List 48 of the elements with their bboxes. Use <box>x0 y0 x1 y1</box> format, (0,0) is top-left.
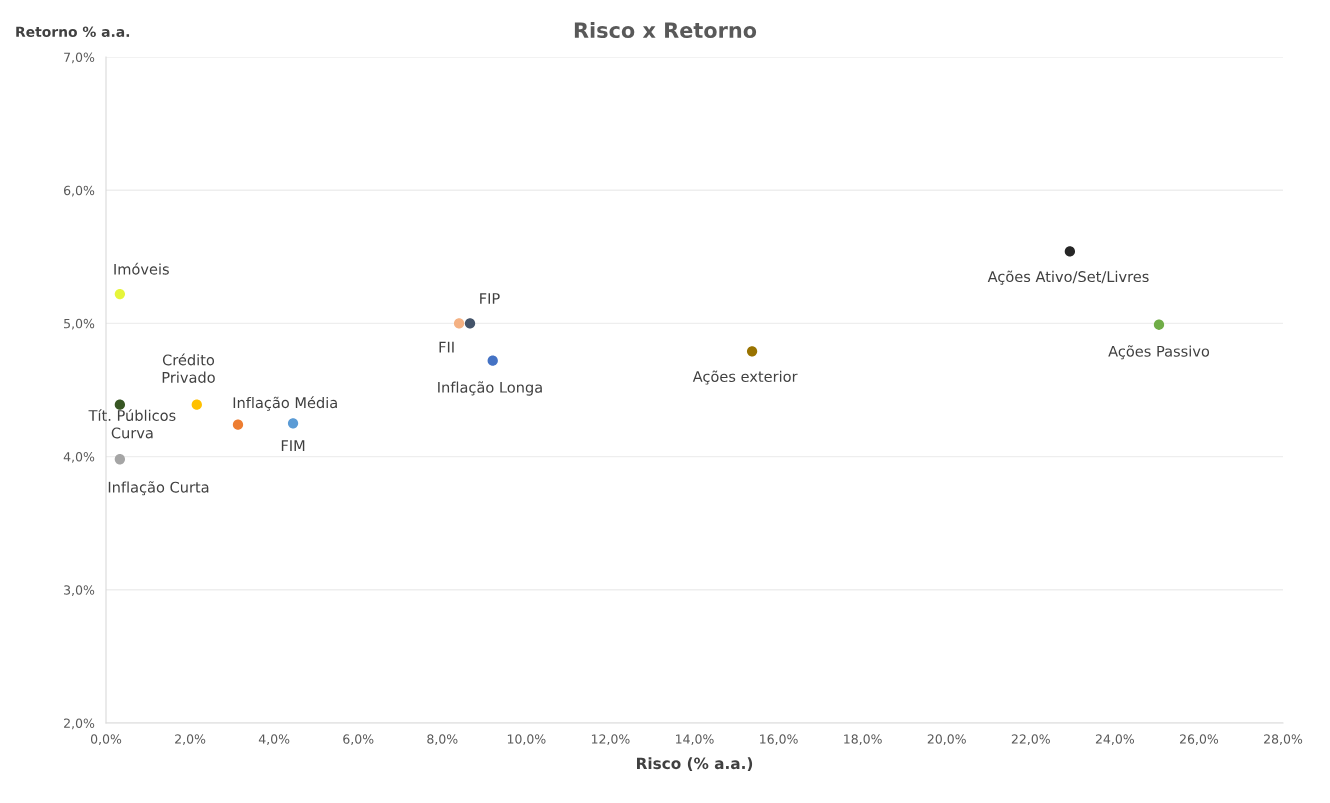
y-axis-title: Retorno % a.a. <box>16 26 130 38</box>
x-tick-label: 8,0% <box>427 734 458 746</box>
series-label: Ações Passivo <box>1108 345 1210 360</box>
point <box>232 419 244 430</box>
point <box>487 355 498 366</box>
point <box>114 288 126 300</box>
y-tick-label: 5,0% <box>64 318 95 330</box>
point <box>453 318 465 329</box>
chart-title: Risco x Retorno <box>574 21 757 39</box>
y-tick-label: 7,0% <box>64 52 95 64</box>
x-tick-label: 22,0% <box>1011 734 1050 746</box>
series-label: Inflação Curta <box>108 481 209 496</box>
y-tick-label: 2,0% <box>64 718 95 730</box>
point <box>1064 246 1076 257</box>
x-tick-label: 16,0% <box>760 734 798 746</box>
x-tick-label: 24,0% <box>1095 734 1135 746</box>
series-label: FII <box>439 341 454 353</box>
series-label: Inflação Longa <box>438 381 542 396</box>
x-tick-label: 20,0% <box>927 734 966 746</box>
x-axis-title: Risco (% a.a.) <box>637 757 753 771</box>
x-tick-label: 0,0% <box>90 734 122 746</box>
point <box>464 318 476 329</box>
series-label: Inflação Média <box>233 396 337 411</box>
series-label: FIM <box>281 440 305 451</box>
x-tick-label: 6,0% <box>343 734 374 746</box>
point <box>191 399 202 410</box>
y-tick-label: 6,0% <box>64 185 95 197</box>
series-label: Tít. Públicos Curva <box>88 409 176 439</box>
series-label: FIP <box>480 293 500 304</box>
series-label: Imóveis <box>114 262 169 275</box>
x-tick-label: 28,0% <box>1264 734 1303 746</box>
series-label: Crédito Privado <box>162 353 215 383</box>
y-tick-label: 4,0% <box>63 452 95 463</box>
x-tick-label: 18,0% <box>844 734 882 746</box>
point <box>1153 319 1165 330</box>
x-tick-label: 12,0% <box>591 734 630 746</box>
x-tick-label: 10,0% <box>507 734 546 746</box>
y-tick-label: 3,0% <box>64 585 95 596</box>
series-label: Ações Ativo/Set/Livres <box>987 270 1149 285</box>
x-tick-label: 14,0% <box>676 734 714 746</box>
point <box>114 454 126 465</box>
point <box>746 346 758 357</box>
point <box>114 399 126 410</box>
point <box>287 418 299 429</box>
series-label: Ações exterior <box>692 370 798 385</box>
x-tick-label: 4,0% <box>258 734 290 746</box>
x-tick-label: 2,0% <box>175 734 206 746</box>
x-tick-label: 26,0% <box>1179 734 1219 746</box>
